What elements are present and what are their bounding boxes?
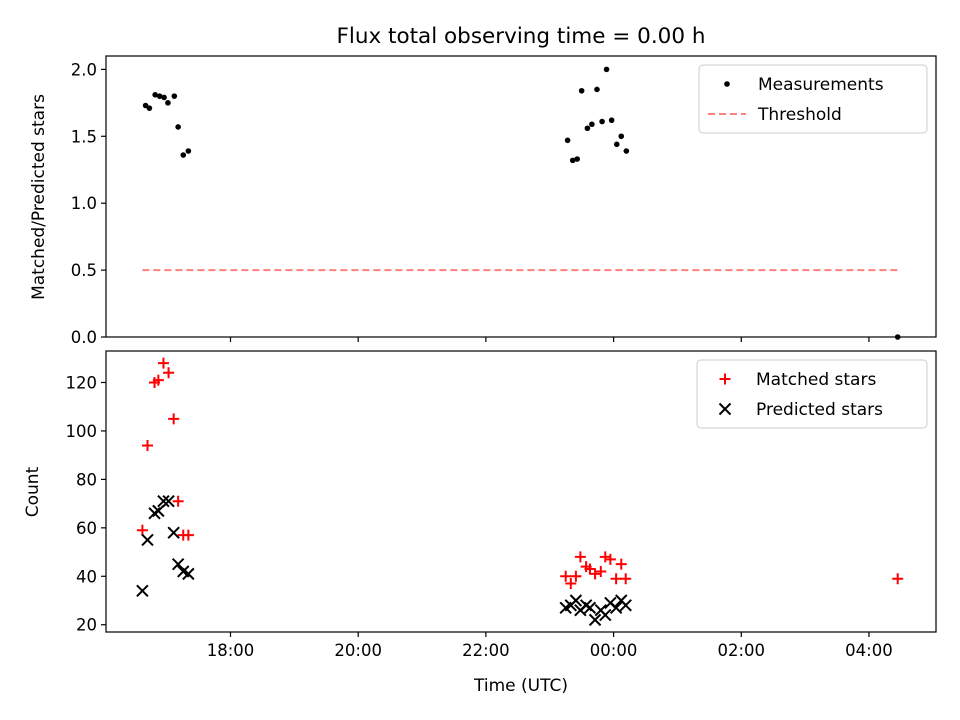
top-y-axis-label: Matched/Predicted stars bbox=[29, 94, 49, 300]
y-tick-label: 120 bbox=[66, 373, 98, 392]
matched-star-point bbox=[168, 413, 180, 425]
measurement-point bbox=[175, 124, 181, 130]
measurement-point bbox=[165, 100, 171, 106]
measurement-point bbox=[594, 86, 600, 93]
y-tick-label: 60 bbox=[76, 519, 97, 538]
measurement-point bbox=[578, 87, 585, 94]
predicted-star-point bbox=[162, 494, 175, 508]
x-tick-label: 20:00 bbox=[334, 641, 382, 660]
y-tick-label: 100 bbox=[66, 422, 98, 441]
x-tick-label: 18:00 bbox=[207, 641, 255, 660]
measurement-point bbox=[185, 148, 192, 154]
matched-star-point bbox=[152, 374, 164, 386]
y-tick-label: 80 bbox=[76, 470, 97, 489]
y-tick-label: 20 bbox=[76, 616, 97, 635]
legend-label: Predicted stars bbox=[756, 400, 883, 420]
bottom-plot: 20 40 60 80 100 120 18:00 20:00 22:00 00:00 02:00 0… bbox=[66, 350, 937, 660]
matched-star-point bbox=[142, 439, 153, 451]
matched-star-point bbox=[620, 573, 632, 585]
legend-box bbox=[696, 359, 928, 429]
matched-star-point bbox=[182, 529, 194, 541]
legend-box bbox=[698, 64, 928, 134]
legend-plus-marker bbox=[719, 373, 731, 385]
matched-star-point bbox=[604, 553, 616, 565]
axes-frame bbox=[105, 55, 937, 338]
matched-star-point bbox=[615, 558, 627, 570]
measurement-point bbox=[156, 93, 163, 99]
bottom-y-axis-label: Count bbox=[23, 466, 43, 517]
matched-star-point bbox=[172, 495, 184, 507]
legend-label: Matched stars bbox=[756, 370, 876, 390]
predicted-star-point bbox=[588, 613, 602, 627]
x-tick-label: 22:00 bbox=[462, 641, 510, 660]
y-tick-label: 0.0 bbox=[71, 328, 97, 347]
legend-x-marker bbox=[718, 402, 732, 416]
measurement-point bbox=[574, 156, 580, 162]
y-tick-label: 40 bbox=[76, 567, 97, 586]
measurement-point bbox=[161, 94, 167, 101]
matched-star-point bbox=[610, 573, 622, 585]
matched-star-point bbox=[570, 570, 582, 582]
measurement-point bbox=[894, 334, 901, 340]
measurement-point bbox=[618, 133, 625, 140]
axes-frame bbox=[105, 350, 937, 633]
matched-star-point bbox=[584, 563, 596, 575]
legend-label: Measurements bbox=[758, 75, 884, 95]
measurement-point bbox=[171, 93, 178, 99]
measurement-point bbox=[589, 121, 595, 128]
predicted-star-point bbox=[136, 584, 149, 598]
x-tick-label: 04:00 bbox=[845, 641, 893, 660]
matched-star-point bbox=[574, 551, 586, 563]
predicted-star-point bbox=[157, 494, 170, 508]
legend-dot-marker bbox=[724, 81, 730, 87]
measurement-point bbox=[613, 141, 620, 148]
predicted-star-point bbox=[141, 533, 154, 547]
y-tick-label: 1.5 bbox=[71, 127, 97, 146]
measurement-point bbox=[608, 117, 615, 124]
matched-star-point bbox=[163, 367, 175, 379]
predicted-star-point bbox=[152, 504, 165, 518]
matched-star-point bbox=[565, 578, 577, 590]
matched-star-point bbox=[589, 568, 601, 580]
x-tick-label: 02:00 bbox=[717, 641, 765, 660]
predicted-star-point bbox=[599, 608, 612, 622]
measurement-point bbox=[180, 152, 187, 158]
predicted-star-point bbox=[583, 601, 597, 614]
matched-star-point bbox=[599, 551, 611, 563]
legend-label: Threshold bbox=[757, 105, 842, 125]
measurement-point bbox=[623, 148, 630, 154]
predicted-star-point bbox=[609, 601, 623, 614]
matched-star-point bbox=[892, 573, 904, 585]
measurement-point bbox=[146, 105, 153, 111]
measurement-point bbox=[603, 66, 610, 73]
matched-star-point bbox=[157, 357, 169, 369]
predicted-star-point bbox=[619, 599, 632, 612]
predicted-star-point bbox=[171, 557, 185, 571]
top-plot: 0.0 0.5 1.0 1.5 2.0 Measurements Threshold bbox=[71, 55, 937, 347]
measurement-point bbox=[564, 137, 571, 144]
predicted-star-point bbox=[167, 526, 180, 539]
matched-star-point bbox=[560, 570, 572, 582]
y-tick-label: 2.0 bbox=[71, 60, 97, 79]
y-tick-label: 1.0 bbox=[71, 194, 97, 213]
measurement-point bbox=[152, 92, 158, 98]
measurement-point bbox=[569, 157, 576, 164]
y-tick-label: 0.5 bbox=[71, 261, 97, 280]
predicted-star-point bbox=[569, 594, 583, 607]
chart-title: Flux total observing time = 0.00 h bbox=[337, 24, 706, 49]
measurement-point bbox=[599, 118, 605, 125]
matched-star-point bbox=[136, 524, 148, 536]
matched-star-point bbox=[595, 565, 607, 577]
measurement-point bbox=[584, 125, 591, 132]
x-axis-label: Time (UTC) bbox=[473, 676, 568, 696]
predicted-star-point bbox=[182, 567, 195, 581]
x-tick-label: 00:00 bbox=[590, 641, 638, 660]
